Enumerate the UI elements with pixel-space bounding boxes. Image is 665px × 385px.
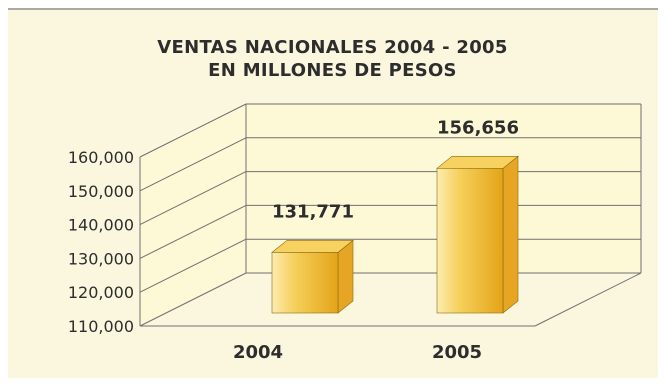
gridline-diagonal bbox=[139, 137, 247, 192]
bar-value-label: 156,656 bbox=[437, 117, 519, 138]
x-category-label: 2005 bbox=[432, 342, 482, 363]
bar-value-label: 131,771 bbox=[272, 201, 354, 222]
chart-title-line-2: EN MILLONES DE PESOS bbox=[208, 60, 457, 81]
x-category-label: 2004 bbox=[233, 342, 283, 363]
bar bbox=[436, 168, 504, 314]
gridline-diagonal bbox=[139, 103, 247, 158]
gridline-diagonal bbox=[139, 272, 247, 327]
y-tick-label: 110,000 bbox=[68, 317, 134, 336]
side-wall bbox=[140, 104, 246, 326]
y-tick-label: 130,000 bbox=[68, 249, 134, 268]
gridline-diagonal bbox=[139, 171, 247, 226]
gridline-diagonal bbox=[139, 204, 247, 259]
bar-side bbox=[502, 155, 519, 314]
floor-right-edge bbox=[534, 272, 642, 327]
y-tick-label: 150,000 bbox=[68, 182, 134, 201]
bar bbox=[271, 252, 339, 314]
y-tick-label: 140,000 bbox=[68, 216, 134, 235]
gridline-diagonal bbox=[139, 238, 247, 293]
chart-title-line-1: VENTAS NACIONALES 2004 - 2005 bbox=[157, 37, 508, 58]
bar-side bbox=[337, 239, 354, 314]
y-tick-label: 160,000 bbox=[68, 148, 134, 167]
y-tick-label: 120,000 bbox=[68, 283, 134, 302]
